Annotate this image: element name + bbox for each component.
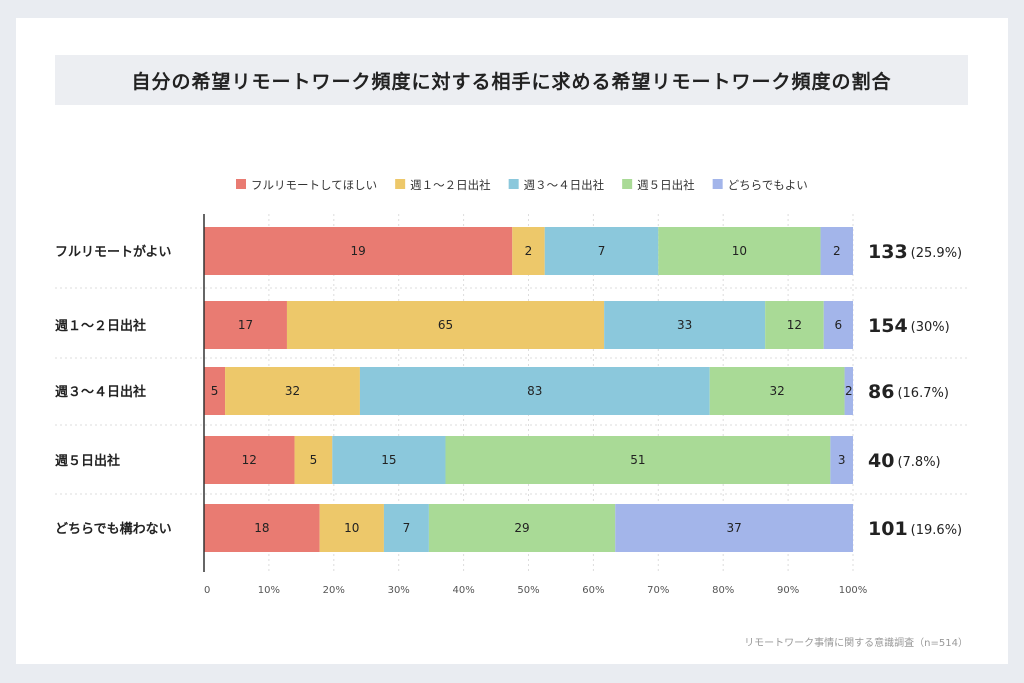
x-tick-label: 100%	[839, 585, 868, 596]
data-label: 15	[381, 453, 396, 467]
data-label: 10	[344, 521, 359, 535]
bar-segment	[544, 227, 659, 275]
bar-segment	[844, 367, 853, 415]
row-total-percent: (7.8%)	[897, 455, 940, 470]
x-tick-label: 10%	[258, 585, 280, 596]
category-label: 週５日出社	[55, 453, 120, 469]
bar-segment	[765, 301, 824, 349]
bar-segment	[204, 227, 513, 275]
data-label: 83	[527, 384, 542, 398]
row-total-count: 40	[868, 450, 894, 472]
data-label: 51	[630, 453, 645, 467]
data-label: 2	[845, 384, 853, 398]
source-note: リモートワーク事情に関する意識調査（n=514）	[744, 638, 968, 649]
x-tick-label: 90%	[777, 585, 799, 596]
row-total-count: 154	[868, 315, 908, 337]
data-label: 37	[726, 521, 741, 535]
bar-segment	[204, 367, 226, 415]
category-label: フルリモートがよい	[55, 244, 171, 260]
bar-segment	[204, 436, 295, 484]
data-label: 19	[350, 244, 365, 258]
legend-swatch	[395, 179, 406, 189]
legend-swatch	[622, 179, 633, 189]
bar-segment	[204, 504, 320, 552]
data-label: 6	[835, 318, 843, 332]
bar-segment	[383, 504, 429, 552]
x-tick-label: 40%	[452, 585, 474, 596]
row-total-percent: (19.6%)	[911, 523, 962, 538]
data-label: 7	[598, 244, 606, 258]
category-label: 週１～２日出社	[55, 318, 146, 334]
legend-swatch	[508, 179, 519, 189]
category-label: どちらでも構わない	[55, 521, 172, 537]
category-label: 週３～４日出社	[55, 384, 146, 400]
data-label: 2	[833, 244, 841, 258]
bar-segment	[709, 367, 845, 415]
data-label: 5	[310, 453, 318, 467]
bar-segment	[823, 301, 853, 349]
data-label: 2	[525, 244, 533, 258]
x-tick-label: 0	[204, 585, 210, 596]
x-tick-label: 30%	[388, 585, 410, 596]
data-label: 12	[787, 318, 802, 332]
data-label: 18	[254, 521, 269, 535]
bar-segment	[512, 227, 545, 275]
row-total-count: 101	[868, 518, 908, 540]
bar-segment	[204, 301, 287, 349]
legend-swatch	[712, 179, 723, 189]
data-label: 65	[438, 318, 453, 332]
data-label: 3	[838, 453, 846, 467]
legend-label: どちらでもよい	[728, 178, 808, 192]
row-total-percent: (25.9%)	[911, 246, 962, 261]
bar-segment	[604, 301, 766, 349]
chart-title: 自分の希望リモートワーク頻度に対する相手に求める希望リモートワーク頻度の割合	[55, 55, 968, 105]
row-total-percent: (16.7%)	[897, 386, 948, 401]
data-label: 12	[242, 453, 257, 467]
data-label: 32	[770, 384, 785, 398]
data-label: 17	[238, 318, 253, 332]
bar-segment	[359, 367, 710, 415]
data-label: 29	[514, 521, 529, 535]
data-label: 10	[732, 244, 747, 258]
legend-swatch	[236, 179, 246, 189]
data-label: 32	[285, 384, 300, 398]
x-tick-label: 70%	[647, 585, 669, 596]
data-label: 5	[211, 384, 219, 398]
x-tick-label: 60%	[582, 585, 604, 596]
bar-segment	[428, 504, 616, 552]
bar-segment	[820, 227, 853, 275]
bar-segment	[445, 436, 831, 484]
bar-segment	[658, 227, 821, 275]
row-total-percent: (30%)	[911, 320, 950, 335]
legend-label: 週５日出社	[637, 178, 695, 192]
data-label: 33	[677, 318, 692, 332]
row-total-count: 86	[868, 381, 894, 403]
bar-segment	[830, 436, 853, 484]
bar-segment	[615, 504, 853, 552]
legend-label: 週１～２日出社	[410, 178, 491, 192]
x-tick-label: 50%	[517, 585, 539, 596]
row-total-count: 133	[868, 241, 908, 263]
bar-segment	[294, 436, 333, 484]
legend-label: フルリモートしてほしい	[251, 178, 377, 192]
data-label: 7	[403, 521, 411, 535]
x-tick-label: 20%	[323, 585, 345, 596]
bar-segment	[225, 367, 360, 415]
bar-segment	[319, 504, 384, 552]
bar-segment	[332, 436, 446, 484]
bar-segment	[286, 301, 605, 349]
x-tick-label: 80%	[712, 585, 734, 596]
legend-label: 週３～４日出社	[524, 178, 605, 192]
